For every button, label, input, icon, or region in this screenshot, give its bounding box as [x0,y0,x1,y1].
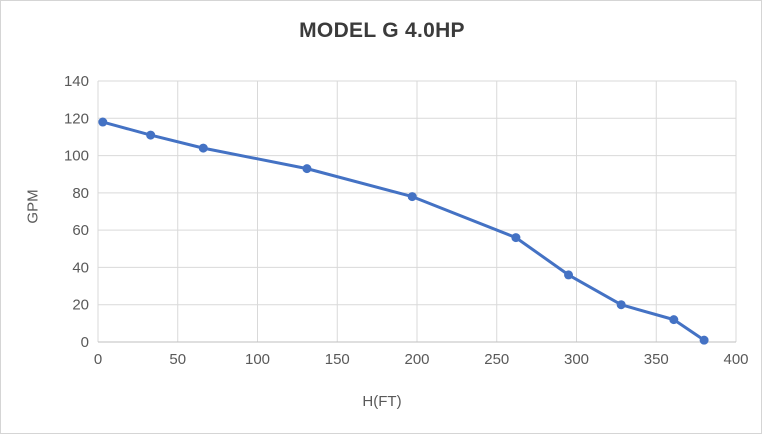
data-point-marker [98,117,108,127]
data-point-marker [407,192,417,202]
data-point-marker [669,315,679,325]
data-point-marker [302,164,312,174]
y-tick-label: 60 [72,222,89,239]
x-tick-label: 0 [94,351,102,368]
x-axis-title: H(FT) [362,393,402,410]
y-tick-label: 140 [64,73,89,90]
data-point-marker [699,335,709,345]
y-tick-label: 40 [72,259,89,276]
data-point-marker [198,143,208,153]
data-point-marker [564,270,574,280]
y-tick-label: 120 [64,110,89,127]
data-point-marker [511,233,521,243]
x-tick-label: 250 [484,351,509,368]
y-tick-label: 20 [72,297,89,314]
x-tick-label: 150 [325,351,350,368]
x-tick-label: 200 [404,351,429,368]
x-tick-label: 400 [723,351,748,368]
x-tick-label: 300 [564,351,589,368]
y-tick-label: 80 [72,185,89,202]
chart-title: MODEL G 4.0HP [299,19,465,42]
x-tick-label: 350 [644,351,669,368]
y-tick-label: 100 [64,148,89,165]
x-tick-label: 100 [245,351,270,368]
y-tick-label: 0 [81,334,89,351]
data-point-marker [616,300,626,310]
data-point-marker [146,130,156,140]
x-tick-label: 50 [169,351,186,368]
series-line [101,120,706,342]
